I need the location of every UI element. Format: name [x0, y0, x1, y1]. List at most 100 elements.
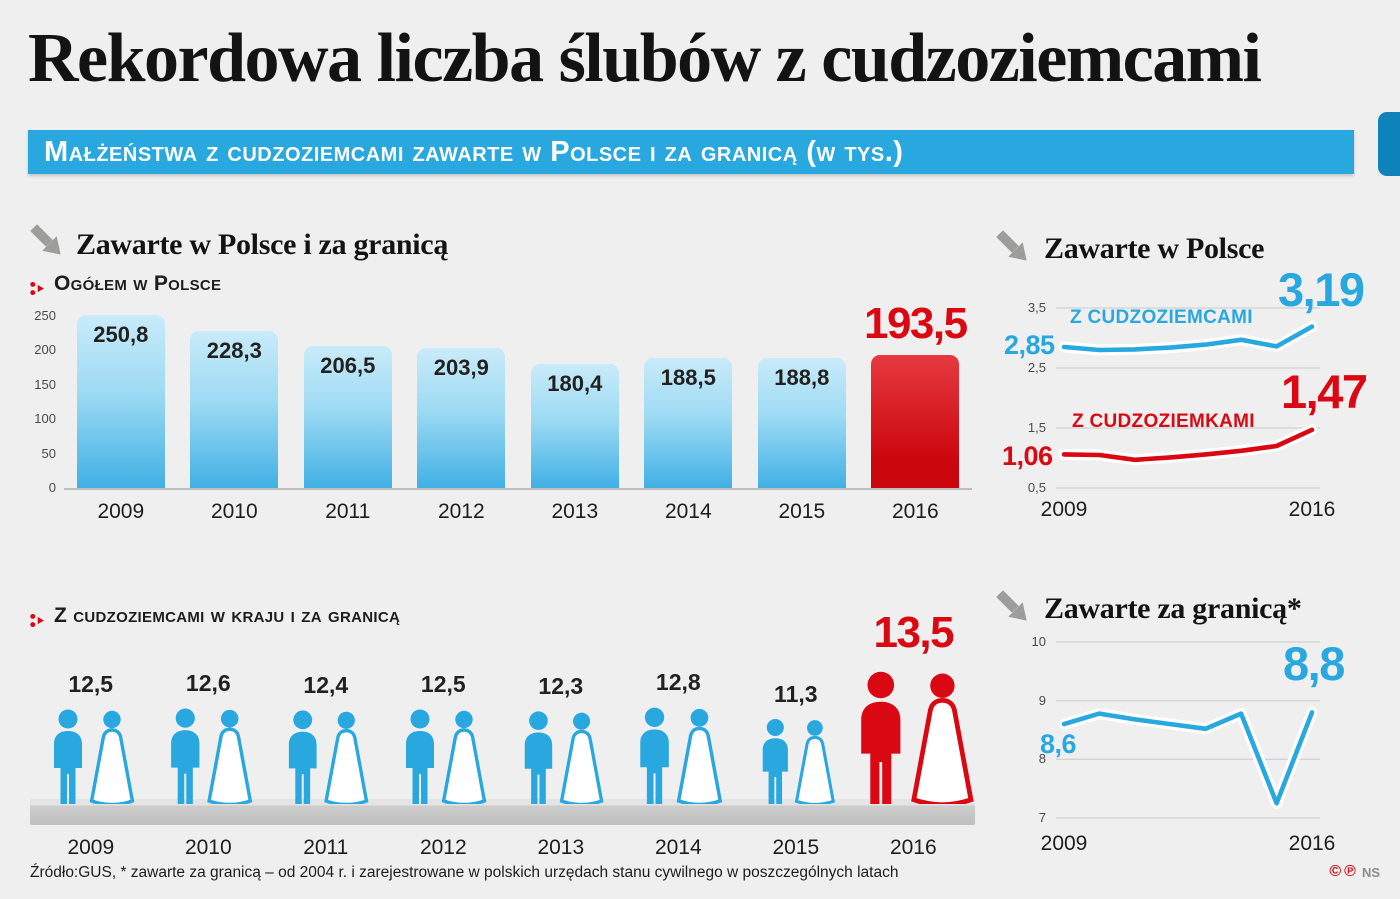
- bar-ytick-200: 200: [34, 342, 56, 358]
- couple-value-2014: 12,8: [655, 668, 701, 695]
- series-line-0: [1061, 324, 1315, 353]
- bar-2015: [757, 358, 846, 488]
- couple-value-2009: 12,5: [68, 671, 114, 697]
- ytick-1,5: 1,5: [1027, 420, 1046, 435]
- banner: Małżeństwa z cudzoziemcami zawarte w Pol…: [28, 130, 1354, 174]
- bar-value-2009: 250,8: [93, 322, 149, 348]
- couples-year-2012: 2012: [419, 836, 467, 859]
- phonogram-icon: ℗: [1344, 863, 1356, 880]
- ytick-7: 7: [1038, 810, 1046, 825]
- bars-section-heading: Zawarte w Polsce i za granicą: [76, 228, 449, 261]
- couple-value-2016: 13,5: [873, 607, 954, 657]
- series-label-z-cudzoziemkami: Z CUDZOZIEMKAMI: [1072, 411, 1255, 432]
- abroad-xlabel-2016: 2016: [1288, 832, 1336, 855]
- couple-2011: [276, 705, 375, 804]
- bar-2011: [303, 345, 392, 488]
- poland-xlabel-2016: 2016: [1288, 498, 1336, 521]
- poland-ytick-col: 3,5 2,5 1,5 0,5: [1006, 300, 1050, 496]
- couple-2012: [393, 704, 493, 804]
- bar-chart-year-row: 2009 2010 2011 2012 2013 2014 2015 2016: [64, 500, 972, 526]
- series-line-0: [1061, 710, 1315, 806]
- bar-ytick-150: 150: [34, 376, 56, 392]
- credits: © ℗ NS: [1329, 863, 1380, 881]
- bar-value-2015: 188,8: [774, 365, 830, 391]
- couples-year-2015: 2015: [772, 836, 820, 859]
- bride-and-groom-icon: [393, 704, 493, 804]
- couples-row: 12,5 12,6 12,4 12,5 12,3 12,8 11,3 13,5: [32, 608, 972, 804]
- bride-and-groom-icon: [843, 664, 983, 804]
- page-title: Rekordowa liczba ślubów z cudzoziemcami: [28, 20, 1262, 97]
- bar-year-2009: 2009: [97, 500, 145, 523]
- value-callout-106: 1,06: [1002, 441, 1053, 471]
- ytick-10: 10: [1031, 634, 1046, 649]
- series-label-z-cudzoziemcami: Z CUDZOZIEMCAMI: [1070, 307, 1253, 328]
- bar-value-2014: 188,5: [660, 365, 716, 391]
- bar-year-2010: 2010: [210, 500, 258, 523]
- couple-2013: [512, 706, 610, 804]
- value-callout-86: 8,6: [1040, 729, 1077, 759]
- bars-sublabel: Ogółem w Polsce: [54, 272, 222, 295]
- couples-year-2016: 2016: [889, 836, 937, 859]
- ytick-9: 9: [1038, 692, 1046, 708]
- bar-year-2016: 2016: [891, 500, 939, 523]
- ytick-2,5: 2,5: [1027, 360, 1046, 375]
- bar-year-2013: 2013: [551, 500, 599, 523]
- couples-sublabel: Z cudzoziemcami w kraju i za granicą: [54, 604, 401, 627]
- bride-and-groom-icon: [276, 705, 375, 804]
- bar-ytick-250: 250: [34, 308, 56, 323]
- bar-value-2016: 193,5: [863, 298, 968, 348]
- couple-2015: [751, 714, 841, 804]
- bar-year-2015: 2015: [778, 500, 826, 523]
- poland-section-heading: Zawarte w Polsce: [1044, 232, 1265, 265]
- bride-and-groom-icon: [627, 702, 729, 804]
- bar-chart-plot: 0 50 100 150 200 250 250,8 228,3 206,5 203,9 180,4…: [34, 299, 972, 495]
- bride-and-groom-icon: [512, 706, 610, 804]
- bar-value-2011: 206,5: [320, 352, 376, 378]
- red-bullet-icon: [30, 281, 45, 296]
- bride-and-groom-icon: [751, 714, 841, 804]
- poland-line-chart: [1056, 307, 1320, 489]
- ytick-0,5: 0,5: [1027, 480, 1046, 495]
- bar-year-2011: 2011: [325, 500, 371, 523]
- credits-initials: NS: [1361, 864, 1380, 880]
- couple-2009: [41, 704, 141, 804]
- arrow-down-right-icon: [994, 228, 1030, 264]
- source-note: Źródło:GUS, * zawarte za granicą – od 20…: [30, 864, 899, 881]
- bar-2013: [530, 363, 619, 488]
- ytick-3,5: 3,5: [1027, 300, 1046, 315]
- bar-ytick-100: 100: [34, 411, 56, 427]
- series-line-1: [1061, 427, 1315, 463]
- ytick-8: 8: [1038, 751, 1046, 767]
- couple-value-2013: 12,3: [538, 672, 584, 699]
- couple-2014: [627, 702, 729, 804]
- bar-2016: [871, 354, 960, 488]
- bar-ytick-50: 50: [41, 445, 56, 461]
- couples-year-row: 2009 2010 2011 2012 2013 2014 2015 2016: [32, 836, 972, 862]
- couples-year-2013: 2013: [537, 836, 585, 859]
- abroad-xlabel-2009: 2009: [1040, 832, 1088, 855]
- value-callout-88: 8,8: [1283, 637, 1345, 690]
- bar-value-2013: 180,4: [547, 370, 603, 396]
- couples-year-2010: 2010: [184, 836, 232, 859]
- couple-value-2011: 12,4: [303, 671, 349, 698]
- banner-text: Małżeństwa z cudzoziemcami zawarte w Pol…: [44, 136, 904, 168]
- abroad-line-chart: [1056, 641, 1320, 819]
- bar-2012: [417, 347, 506, 488]
- bar-2014: [644, 358, 733, 488]
- couples-year-2009: 2009: [67, 836, 115, 859]
- bar-year-2012: 2012: [437, 500, 485, 523]
- abroad-ytick-col: 10 9 8 7: [1006, 634, 1050, 826]
- couples-year-2011: 2011: [303, 836, 349, 859]
- couple-value-2015: 11,3: [774, 680, 818, 707]
- value-callout-319: 3,19: [1278, 263, 1365, 316]
- bar-value-2012: 203,9: [433, 354, 489, 380]
- couple-2016: [843, 664, 983, 804]
- bar-ytick-0: 0: [48, 480, 56, 495]
- abroad-section-heading: Zawarte za granicą*: [1044, 592, 1302, 625]
- value-callout-147: 1,47: [1281, 365, 1368, 418]
- arrow-down-right-icon: [994, 588, 1030, 624]
- copyright-icon: ©: [1329, 863, 1342, 880]
- bar-2010: [190, 330, 279, 488]
- poland-xlabel-2009: 2009: [1040, 498, 1088, 521]
